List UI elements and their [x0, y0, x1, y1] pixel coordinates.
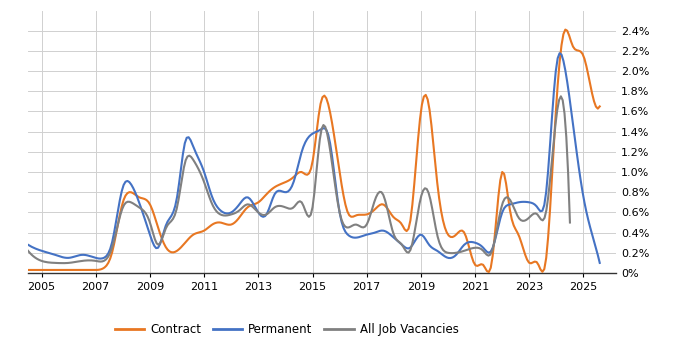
Legend: Contract, Permanent, All Job Vacancies: Contract, Permanent, All Job Vacancies [110, 318, 463, 341]
